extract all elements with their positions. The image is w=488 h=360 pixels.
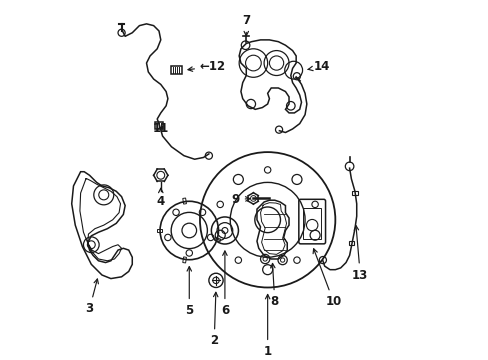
Text: 10: 10 — [312, 249, 341, 308]
Text: 3: 3 — [85, 279, 98, 315]
Text: 1: 1 — [263, 294, 271, 358]
Bar — [154, 122, 163, 129]
Text: 4: 4 — [156, 188, 164, 208]
Text: 14: 14 — [307, 60, 330, 73]
Bar — [348, 241, 353, 245]
Text: 5: 5 — [185, 267, 193, 317]
Text: 8: 8 — [270, 264, 278, 308]
Bar — [156, 229, 162, 232]
Text: 2: 2 — [210, 292, 218, 347]
Text: 7: 7 — [242, 14, 250, 36]
Bar — [183, 198, 186, 204]
Bar — [351, 191, 357, 195]
Text: 6: 6 — [220, 251, 228, 317]
Bar — [183, 257, 186, 263]
Text: ←12: ←12 — [187, 60, 225, 73]
Bar — [214, 238, 220, 242]
Text: 11: 11 — [152, 122, 168, 135]
Text: 9: 9 — [231, 193, 249, 206]
Bar — [170, 66, 182, 74]
Bar — [303, 208, 320, 239]
Text: 13: 13 — [351, 226, 367, 282]
